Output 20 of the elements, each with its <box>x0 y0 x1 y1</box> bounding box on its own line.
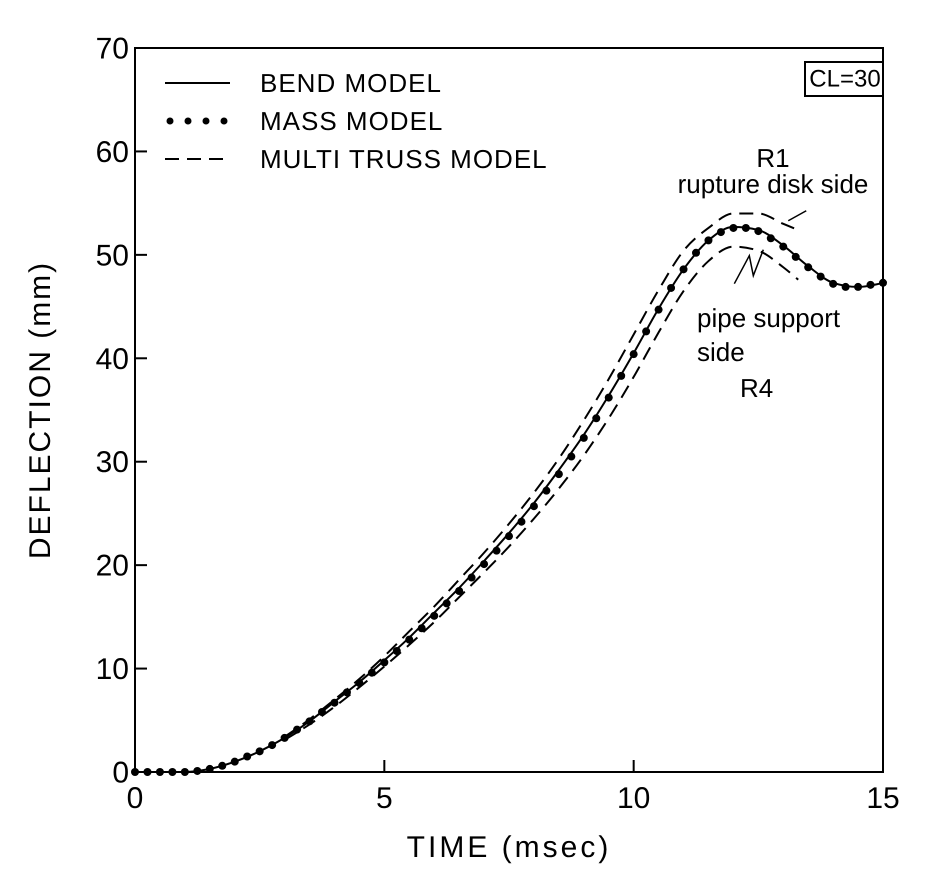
x-axis-title: TIME (msec) <box>406 831 612 864</box>
legend-label: BEND MODEL <box>260 68 442 98</box>
y-tick-label: 30 <box>96 446 129 480</box>
x-tick-label: 5 <box>376 782 393 815</box>
legend-label: MULTI TRUSS MODEL <box>260 144 548 174</box>
annotation: pipe support <box>697 303 841 334</box>
y-tick-label: 40 <box>96 342 129 376</box>
annotation: R4 <box>740 373 774 404</box>
y-tick-label: 10 <box>96 653 129 686</box>
x-tick-label: 10 <box>616 782 650 815</box>
annotation: CL=30 <box>809 65 881 92</box>
legend-label: MASS MODEL <box>260 106 444 136</box>
y-axis-title: DEFLECTION (mm) <box>24 260 57 560</box>
y-tick-label: 0 <box>112 756 129 790</box>
y-tick-label: 70 <box>96 32 129 66</box>
y-tick-label: 20 <box>96 550 129 583</box>
y-tick-label: 60 <box>96 136 129 169</box>
y-tick-label: 50 <box>96 239 129 272</box>
annotation: side <box>697 337 745 368</box>
x-tick-label: 15 <box>866 782 900 815</box>
